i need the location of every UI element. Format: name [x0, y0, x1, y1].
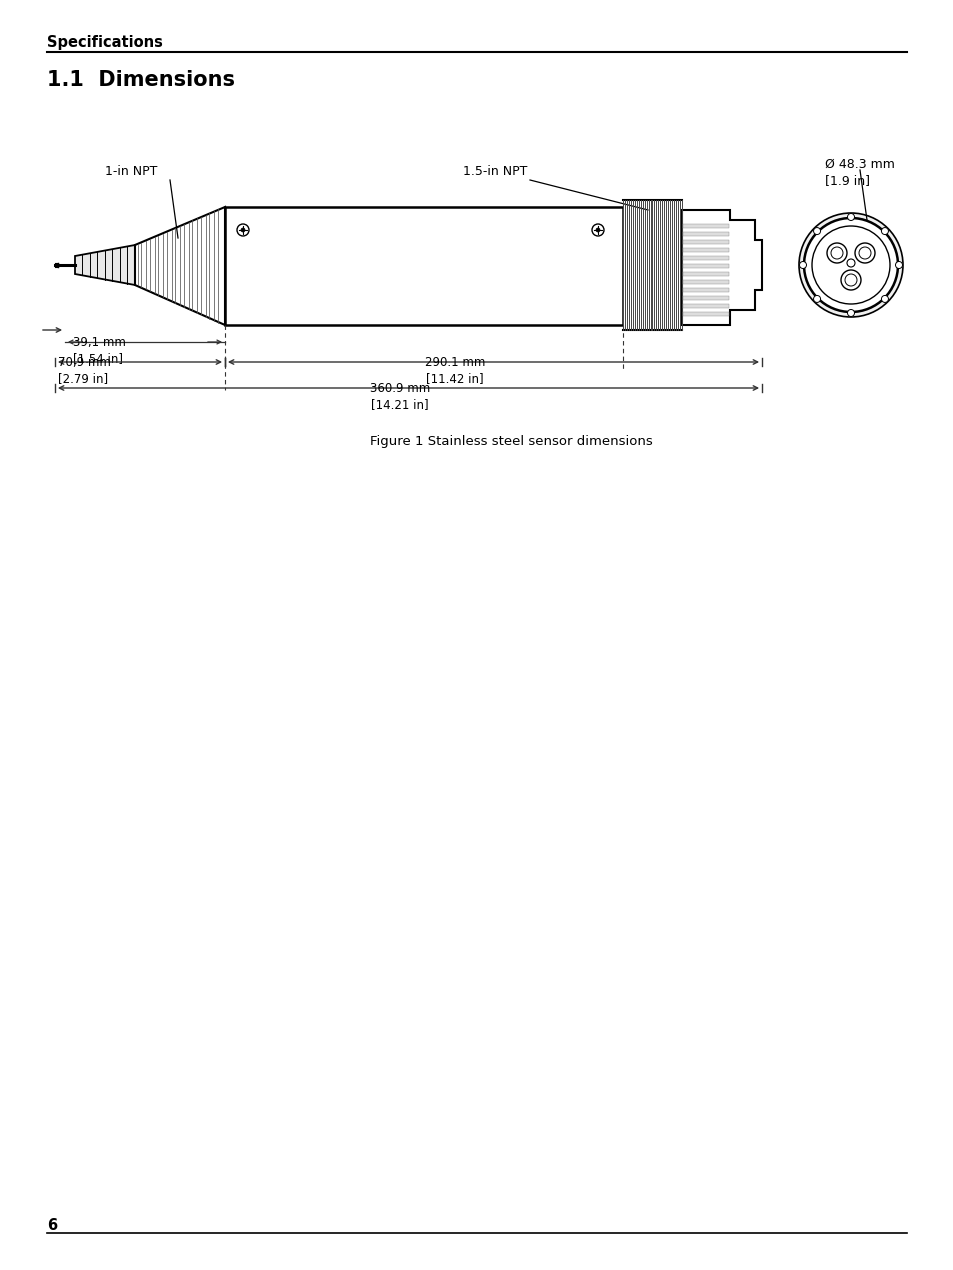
Circle shape: [236, 224, 249, 236]
Circle shape: [854, 243, 874, 263]
Text: 1.1  Dimensions: 1.1 Dimensions: [47, 70, 234, 90]
Text: 290.1 mm
[11.42 in]: 290.1 mm [11.42 in]: [424, 356, 485, 385]
Text: Figure 1 Stainless steel sensor dimensions: Figure 1 Stainless steel sensor dimensio…: [370, 436, 652, 448]
Circle shape: [596, 229, 599, 232]
Circle shape: [592, 224, 603, 236]
Circle shape: [813, 296, 820, 302]
Bar: [682, 248, 728, 251]
Circle shape: [830, 246, 842, 259]
Bar: [682, 312, 728, 316]
Polygon shape: [135, 207, 225, 325]
Circle shape: [881, 227, 887, 235]
Bar: [682, 279, 728, 284]
Bar: [622, 199, 681, 330]
Circle shape: [811, 226, 889, 304]
Bar: [682, 264, 728, 268]
Bar: [682, 304, 728, 309]
Polygon shape: [75, 245, 135, 284]
Circle shape: [841, 271, 861, 290]
Text: 70,9 mm
[2.79 in]: 70,9 mm [2.79 in]: [58, 356, 111, 385]
Bar: [682, 272, 728, 276]
Bar: [682, 224, 728, 229]
Text: 1-in NPT: 1-in NPT: [105, 165, 157, 178]
Circle shape: [846, 213, 854, 221]
Circle shape: [846, 310, 854, 316]
Bar: [682, 296, 728, 300]
Circle shape: [881, 296, 887, 302]
Circle shape: [858, 246, 870, 259]
Circle shape: [241, 229, 245, 232]
Circle shape: [844, 274, 856, 286]
Circle shape: [826, 243, 846, 263]
Bar: [682, 288, 728, 292]
Circle shape: [813, 227, 820, 235]
Text: 1.5-in NPT: 1.5-in NPT: [462, 165, 527, 178]
Circle shape: [846, 259, 854, 267]
Text: 6: 6: [47, 1218, 57, 1233]
Bar: [225, 207, 622, 325]
Text: 39,1 mm
[1.54 in]: 39,1 mm [1.54 in]: [73, 337, 126, 364]
Circle shape: [799, 213, 902, 318]
Bar: [682, 257, 728, 260]
Circle shape: [895, 262, 902, 268]
Circle shape: [799, 262, 805, 268]
Text: Specifications: Specifications: [47, 36, 163, 50]
Bar: [682, 232, 728, 236]
Polygon shape: [681, 210, 761, 325]
Circle shape: [803, 218, 897, 312]
Text: 360.9 mm
[14.21 in]: 360.9 mm [14.21 in]: [370, 382, 430, 411]
Text: Ø 48.3 mm
[1.9 in]: Ø 48.3 mm [1.9 in]: [824, 157, 894, 187]
Bar: [682, 240, 728, 244]
